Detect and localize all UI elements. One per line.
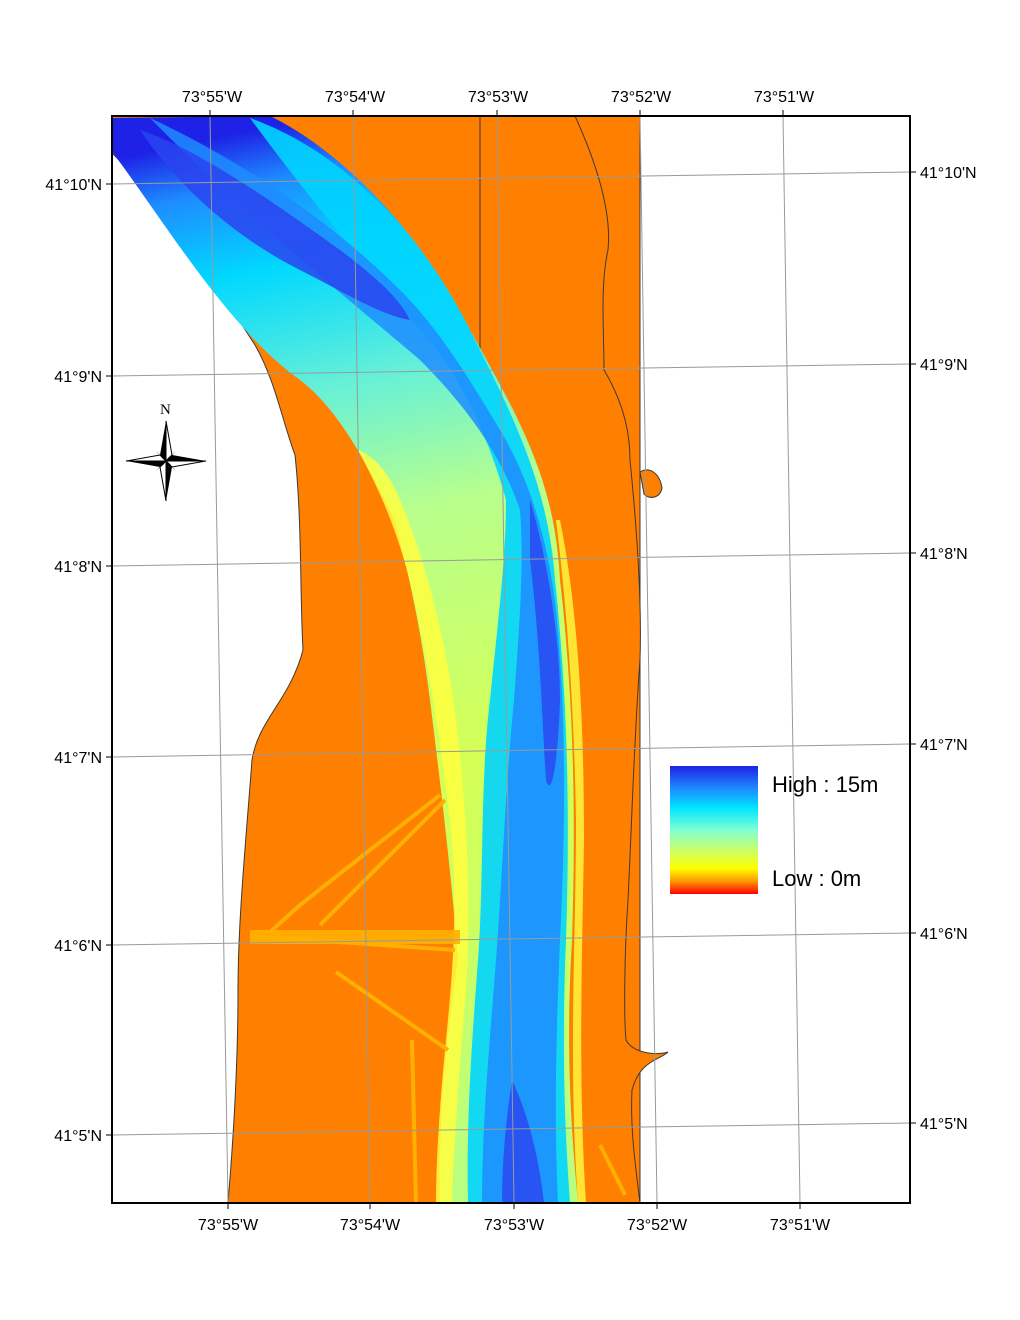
depth-legend: High : 15m Low : 0m <box>670 766 878 894</box>
bottom-lon-label: 73°55'W <box>198 1217 259 1234</box>
left-lat-label: 41°9'N <box>54 369 102 386</box>
left-lat-label: 41°8'N <box>54 559 102 576</box>
north-arrow: N <box>125 402 207 502</box>
left-latitude-labels: 41°10'N 41°9'N 41°8'N 41°7'N 41°6'N 41°5… <box>45 177 102 1145</box>
legend-color-ramp <box>670 766 758 894</box>
bottom-longitude-labels: 73°55'W 73°54'W 73°53'W 73°52'W 73°51'W <box>198 1217 831 1234</box>
legend-low-label: Low : 0m <box>772 866 861 891</box>
channel-band-deep <box>150 118 565 1203</box>
bottom-lon-label: 73°52'W <box>627 1217 688 1234</box>
top-lon-label: 73°55'W <box>182 89 243 106</box>
north-letter: N <box>160 402 171 418</box>
left-lat-label: 41°6'N <box>54 938 102 955</box>
channel-band-deepest-central <box>530 500 560 786</box>
pier-strip <box>250 930 460 944</box>
channel-band-mid <box>250 118 570 1203</box>
left-lat-label: 41°5'N <box>54 1128 102 1145</box>
left-lat-label: 41°7'N <box>54 750 102 767</box>
bottom-lon-label: 73°51'W <box>770 1217 831 1234</box>
west-shoal <box>358 450 469 1203</box>
top-lon-label: 73°53'W <box>468 89 529 106</box>
compass-rose-icon <box>125 420 207 502</box>
bottom-lon-label: 73°54'W <box>340 1217 401 1234</box>
right-latitude-labels: 41°10'N 41°9'N 41°8'N 41°7'N 41°6'N 41°5… <box>920 165 977 1133</box>
frame-ticks <box>106 110 916 1209</box>
map-frame <box>111 115 911 1204</box>
left-lat-label: 41°10'N <box>45 177 102 194</box>
channel-band-deepest-north <box>140 130 410 320</box>
top-lon-label: 73°51'W <box>754 89 815 106</box>
right-lat-label: 41°10'N <box>920 165 977 182</box>
right-lat-label: 41°8'N <box>920 546 968 563</box>
right-lat-label: 41°5'N <box>920 1116 968 1133</box>
legend-high-label: High : 15m <box>772 772 878 797</box>
right-lat-label: 41°6'N <box>920 926 968 943</box>
right-lat-label: 41°9'N <box>920 357 968 374</box>
top-lon-label: 73°52'W <box>611 89 672 106</box>
map-frame-content: High : 15m Low : 0m N <box>112 116 910 1203</box>
east-shoal <box>556 520 586 1203</box>
right-lat-label: 41°7'N <box>920 737 968 754</box>
top-longitude-labels: 73°55'W 73°54'W 73°53'W 73°52'W 73°51'W <box>182 89 815 106</box>
top-lon-label: 73°54'W <box>325 89 386 106</box>
bottom-lon-label: 73°53'W <box>484 1217 545 1234</box>
graticule <box>112 116 910 1203</box>
